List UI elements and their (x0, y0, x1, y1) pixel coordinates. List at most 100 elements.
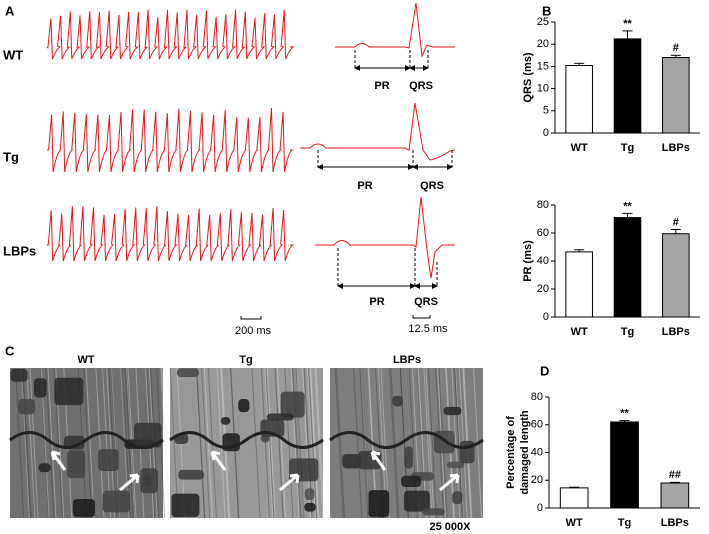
y-tick-label: 0 (543, 127, 549, 139)
em-stripe (275, 367, 285, 519)
em-blob (368, 490, 390, 518)
em-stripe (390, 367, 400, 519)
em-stripe (264, 367, 274, 519)
em-stripe (83, 367, 93, 519)
em-stripe (21, 367, 31, 519)
em-stripe (454, 367, 464, 519)
group-label: WT (3, 47, 23, 62)
em-stripe (160, 367, 170, 519)
scale-label: 200 ms (235, 325, 272, 337)
em-blob (266, 413, 294, 421)
em-stripe (259, 367, 269, 519)
y-axis-label: Percentage of (505, 416, 517, 489)
em-stripe (336, 367, 346, 519)
em-blob (38, 463, 51, 473)
y-axis-label: QRS (ms) (522, 52, 534, 102)
em-image (169, 367, 325, 519)
arrow (210, 450, 227, 471)
em-blob (171, 493, 200, 518)
y-tick-label: 60 (531, 419, 543, 431)
em-stripe (201, 367, 211, 519)
em-stripe (274, 367, 284, 519)
em-stripe (266, 367, 276, 519)
em-stripe (389, 367, 399, 519)
arrow (50, 450, 67, 471)
em-title: Tg (239, 354, 252, 366)
em-blob (304, 502, 316, 512)
em-stripe (95, 367, 105, 519)
bar (610, 421, 639, 509)
em-stripe (216, 367, 226, 519)
y-tick-label: 0 (537, 502, 543, 514)
em-stripe (203, 367, 213, 519)
em-stripe (265, 367, 275, 519)
interval-label: QRS (414, 296, 438, 308)
ecg-traces (46, 9, 295, 262)
em-blob (178, 469, 204, 480)
panel-label: B (542, 3, 551, 18)
em-stripe (275, 367, 285, 519)
significance: ** (620, 407, 629, 419)
em-membrane (329, 431, 484, 449)
em-blob (98, 449, 119, 471)
bar (559, 487, 589, 509)
x-tick-label: WT (571, 326, 588, 338)
em-membrane (169, 431, 324, 449)
charts: 0 5 10 15 20 25 QRS (ms) WT Tg LBPs ** #0 20 40 60 80 PR… (505, 16, 700, 529)
x-tick-label: LBPs (662, 142, 690, 154)
em-stripe (308, 367, 318, 519)
em-blob (67, 450, 86, 479)
em-blob (421, 508, 445, 516)
panel-label: A (5, 3, 15, 18)
y-tick-label: 40 (531, 446, 543, 458)
x-tick-label: WT (571, 142, 588, 154)
panel-label: D (540, 363, 549, 378)
em-stripe (196, 367, 206, 519)
em-blob (280, 391, 305, 418)
y-tick-label: 20 (537, 38, 549, 50)
em-membrane (9, 431, 164, 449)
em-stripe (169, 367, 179, 519)
y-tick-label: 10 (537, 83, 549, 95)
bar (662, 233, 690, 318)
em-blob (342, 454, 361, 469)
em-stripe (26, 367, 36, 519)
bar (662, 57, 690, 134)
em-stripe (195, 367, 205, 519)
panel-label: C (5, 343, 15, 358)
group-label: Tg (3, 149, 19, 164)
em-stripe (276, 367, 286, 519)
bar (565, 65, 593, 134)
em-blob (452, 491, 463, 505)
y-axis-label: PR (ms) (522, 240, 534, 282)
arrow (279, 473, 300, 492)
y-axis-label: damaged length (519, 410, 531, 495)
em-stripe (259, 367, 269, 519)
em-blob (140, 468, 158, 494)
x-tick-label: Tg (621, 142, 634, 154)
em-images (9, 367, 484, 519)
em-stripe (15, 367, 25, 519)
em-blob (401, 475, 422, 487)
interval-label: QRS (420, 180, 444, 192)
y-tick-label: 40 (537, 255, 549, 267)
em-stripe (423, 367, 433, 519)
arrow (439, 473, 460, 492)
em-stripe (425, 367, 435, 519)
ecg-complex (335, 2, 455, 58)
em-stripe (21, 367, 31, 519)
x-tick-label: LBPs (662, 326, 690, 338)
em-blob (54, 377, 84, 406)
arrow (370, 450, 387, 471)
interval-label: QRS (409, 80, 433, 92)
bar (565, 251, 593, 318)
interval-label: PR (357, 180, 372, 192)
em-stripe (353, 367, 363, 519)
scale-bar (240, 316, 262, 320)
arrow (119, 473, 140, 492)
bar (613, 38, 642, 134)
em-blob (33, 378, 47, 398)
scale-bar (412, 315, 431, 319)
y-tick-label: 15 (537, 60, 549, 72)
